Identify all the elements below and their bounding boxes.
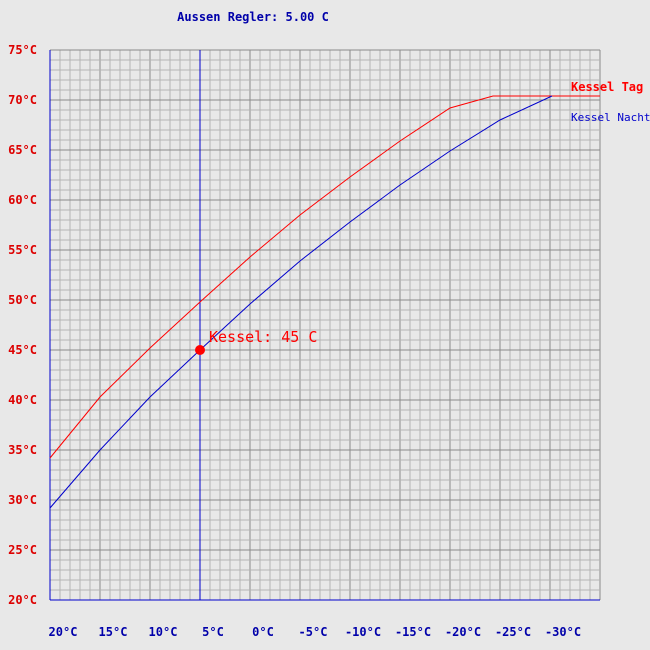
- y-tick-label: 50°C: [8, 293, 37, 307]
- series-line-kessel-nacht: [49, 95, 553, 509]
- x-tick-label: -10°C: [345, 625, 381, 639]
- y-tick-label: 35°C: [8, 443, 37, 457]
- chart-title: Aussen Regler: 5.00 C: [177, 10, 329, 24]
- y-tick-label: 20°C: [8, 593, 37, 607]
- y-tick-label: 65°C: [8, 143, 37, 157]
- y-tick-label: 60°C: [8, 193, 37, 207]
- y-tick-label: 45°C: [8, 343, 37, 357]
- x-tick-label: 0°C: [252, 625, 274, 639]
- x-tick-label: -25°C: [495, 625, 531, 639]
- series-lines: [49, 95, 600, 509]
- x-tick-label: -30°C: [545, 625, 581, 639]
- x-axis-tick-labels: 20°C 15°C 10°C 5°C 0°C -5°C -10°C -15°C -20°C -25…: [49, 625, 582, 639]
- y-tick-label: 25°C: [8, 543, 37, 557]
- y-tick-label: 40°C: [8, 393, 37, 407]
- y-tick-label: 30°C: [8, 493, 37, 507]
- annotation: Kessel: 45 C: [195, 328, 317, 355]
- x-tick-label: -20°C: [445, 625, 481, 639]
- x-tick-label: 15°C: [99, 625, 128, 639]
- current-point-dot: [195, 345, 205, 355]
- y-tick-label: 75°C: [8, 43, 37, 57]
- axes: [49, 50, 600, 601]
- x-tick-label: -5°C: [299, 625, 328, 639]
- grid: [49, 49, 601, 601]
- y-axis-tick-labels: 20°C 25°C 30°C 35°C 40°C 45°C 50°C 55°C 60°C 65°C…: [8, 43, 37, 607]
- y-tick-label: 55°C: [8, 243, 37, 257]
- y-tick-label: 70°C: [8, 93, 37, 107]
- legend-label-kessel-tag: Kessel Tag: [571, 80, 643, 94]
- series-line-kessel-tag: [49, 95, 600, 459]
- legend-label-kessel-nacht: Kessel Nacht: [571, 111, 650, 124]
- annotation-label: Kessel: 45 C: [209, 328, 317, 346]
- x-tick-label: -15°C: [395, 625, 431, 639]
- legend: Kessel Tag Kessel Nacht: [571, 80, 650, 124]
- x-tick-label: 20°C: [49, 625, 78, 639]
- x-tick-label: 5°C: [202, 625, 224, 639]
- plot-area: [50, 50, 600, 600]
- x-tick-label: 10°C: [149, 625, 178, 639]
